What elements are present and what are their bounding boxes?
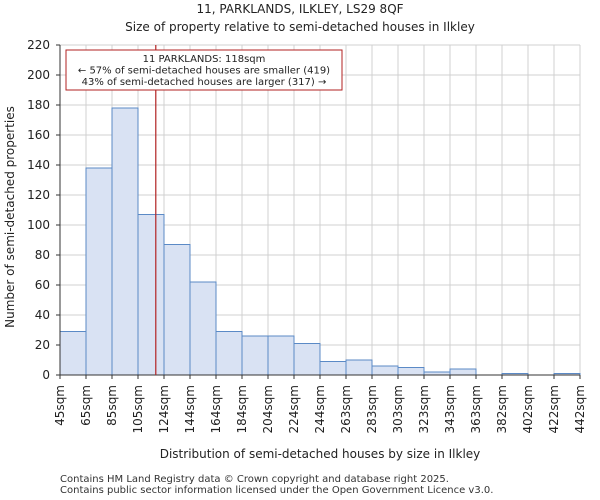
histogram-chart: 0 20 40 60 80 100 120 140 160 180 200 220 45sqm 65sq… bbox=[3, 38, 587, 461]
x-tick-labels: 45sqm 65sqm 85sqm 105sqm 124sqm 144sqm 164sqm 1… bbox=[53, 385, 587, 433]
bar-303sqm bbox=[397, 367, 425, 376]
annotation-line: ← 57% of semi-detached houses are smalle… bbox=[78, 66, 330, 77]
x-tick-label: 422sqm bbox=[547, 385, 561, 433]
bar-164sqm bbox=[215, 331, 243, 376]
x-tick-label: 105sqm bbox=[131, 385, 145, 433]
x-tick-label: 85sqm bbox=[105, 385, 119, 426]
x-tick-label: 144sqm bbox=[183, 385, 197, 433]
y-tick-label: 200 bbox=[27, 68, 50, 82]
x-tick-label: 224sqm bbox=[287, 385, 301, 433]
bar-343sqm bbox=[449, 368, 477, 376]
y-tick-label: 80 bbox=[35, 248, 50, 262]
x-axis-label: Distribution of semi-detached houses by … bbox=[160, 447, 481, 461]
bar-144sqm bbox=[189, 281, 217, 376]
property-marker: 11 PARKLANDS: 118sqm← 57% of semi-detach… bbox=[65, 45, 343, 375]
annotation-line: 43% of semi-detached houses are larger (… bbox=[82, 77, 327, 88]
y-tick-label: 20 bbox=[35, 338, 50, 352]
y-tick-label: 0 bbox=[42, 368, 50, 382]
bar-45sqm bbox=[59, 331, 87, 376]
x-tick-label: 382sqm bbox=[495, 385, 509, 433]
chart-title: 11, PARKLANDS, ILKLEY, LS29 8QF bbox=[196, 2, 404, 16]
x-tick-label: 283sqm bbox=[365, 385, 379, 433]
bar-65sqm bbox=[85, 167, 113, 376]
footer-copyright: Contains HM Land Registry data © Crown c… bbox=[60, 474, 449, 485]
bar-204sqm bbox=[267, 335, 295, 376]
x-tick-label: 124sqm bbox=[157, 385, 171, 433]
x-tick-label: 263sqm bbox=[339, 385, 353, 433]
x-tick-label: 65sqm bbox=[79, 385, 93, 426]
bar-124sqm bbox=[163, 244, 191, 376]
annotation-line: 11 PARKLANDS: 118sqm bbox=[143, 54, 266, 65]
x-tick-label: 402sqm bbox=[521, 385, 535, 433]
y-tick-label: 40 bbox=[35, 308, 50, 322]
bar-224sqm bbox=[293, 343, 321, 376]
bar-85sqm bbox=[111, 107, 139, 376]
bar-283sqm bbox=[371, 365, 399, 376]
y-tick-label: 220 bbox=[27, 38, 50, 52]
bar-244sqm bbox=[319, 361, 347, 376]
x-tick-label: 343sqm bbox=[443, 385, 457, 433]
axes bbox=[56, 44, 581, 379]
x-tick-label: 204sqm bbox=[261, 385, 275, 433]
bar-184sqm bbox=[241, 335, 269, 376]
x-tick-label: 45sqm bbox=[53, 385, 67, 426]
y-tick-labels: 0 20 40 60 80 100 120 140 160 180 200 220 bbox=[27, 38, 50, 382]
bars bbox=[59, 107, 581, 376]
y-tick-label: 120 bbox=[27, 188, 50, 202]
footer-licence: Contains public sector information licen… bbox=[60, 485, 494, 496]
y-axis-label: Number of semi-detached properties bbox=[3, 106, 17, 328]
bar-263sqm bbox=[345, 359, 373, 376]
y-tick-label: 60 bbox=[35, 278, 50, 292]
x-tick-label: 184sqm bbox=[235, 385, 249, 433]
x-tick-label: 442sqm bbox=[573, 385, 587, 433]
y-tick-label: 140 bbox=[27, 158, 50, 172]
y-tick-label: 100 bbox=[27, 218, 50, 232]
y-tick-label: 180 bbox=[27, 98, 50, 112]
x-tick-label: 303sqm bbox=[391, 385, 405, 433]
x-tick-label: 323sqm bbox=[417, 385, 431, 433]
bar-105sqm bbox=[137, 214, 165, 376]
x-tick-label: 244sqm bbox=[313, 385, 327, 433]
chart-subtitle: Size of property relative to semi-detach… bbox=[125, 20, 475, 34]
y-tick-label: 160 bbox=[27, 128, 50, 142]
x-tick-label: 363sqm bbox=[469, 385, 483, 433]
x-tick-label: 164sqm bbox=[209, 385, 223, 433]
annotation-box bbox=[65, 49, 343, 91]
